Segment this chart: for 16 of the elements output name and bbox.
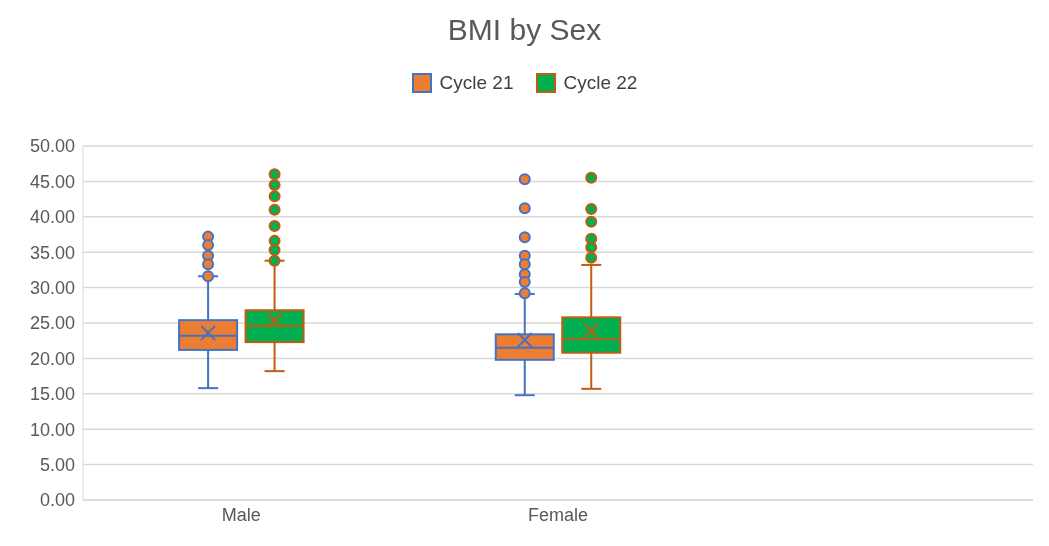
y-tick-label: 0.00 — [39, 490, 75, 511]
legend-label: Cycle 21 — [439, 72, 514, 94]
legend-label: Cycle 22 — [563, 72, 638, 94]
y-tick-label: 40.00 — [29, 207, 75, 228]
y-tick-label: 10.00 — [29, 419, 75, 440]
y-tick-label: 5.00 — [39, 454, 75, 475]
y-tick-label: 20.00 — [29, 348, 75, 369]
y-tick-label: 45.00 — [29, 171, 75, 192]
y-tick-label: 50.00 — [29, 136, 75, 157]
y-tick-label: 15.00 — [29, 384, 75, 405]
chart-title: BMI by Sex — [446, 12, 603, 48]
y-tick-label: 25.00 — [29, 313, 75, 334]
x-tick-label: Female — [527, 504, 589, 525]
y-tick-label: 30.00 — [29, 277, 75, 298]
y-tick-label: 35.00 — [29, 242, 75, 263]
x-tick-label: Male — [221, 504, 261, 525]
